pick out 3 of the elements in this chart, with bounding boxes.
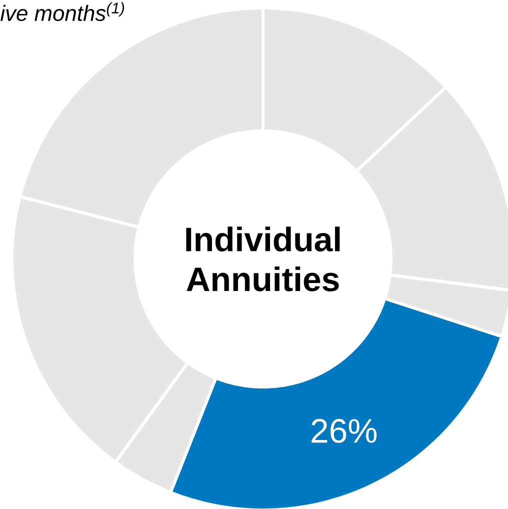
text: ive months$^{(1)}$ <box>0 2 124 22</box>
data-label: 26% <box>312 418 377 443</box>
text: Individual Annuities <box>186 226 340 292</box>
